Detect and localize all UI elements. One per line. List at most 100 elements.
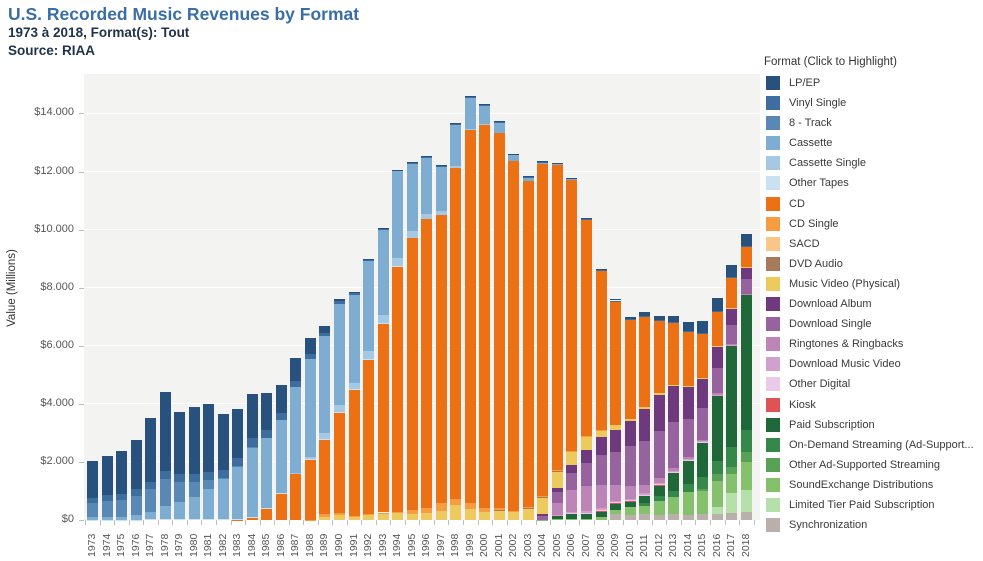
bar-segment-2018-download-album[interactable] bbox=[740, 267, 752, 280]
bar-segment-2006-download-music-video[interactable] bbox=[566, 512, 578, 513]
bar-segment-1994-cd-single[interactable] bbox=[392, 511, 404, 514]
bar-segment-1996-cassette[interactable] bbox=[421, 158, 433, 214]
bar-segment-2009-music-video-physical[interactable] bbox=[610, 425, 622, 430]
bar-segment-2003-lp-ep[interactable] bbox=[522, 176, 534, 177]
bar-segment-2004-vinyl-single[interactable] bbox=[537, 162, 549, 163]
bar-segment-2016-limited-tier-paid-subscription[interactable] bbox=[711, 507, 723, 514]
bar-segment-2002-lp-ep[interactable] bbox=[508, 153, 520, 155]
bar-segment-1983-cassette[interactable] bbox=[232, 466, 244, 520]
bar-segment-1996-vinyl-single[interactable] bbox=[421, 157, 433, 159]
bar-segment-1973-8-track[interactable] bbox=[87, 503, 98, 518]
bar-segment-1993-music-video-physical[interactable] bbox=[377, 513, 389, 520]
bar-segment-1974-vinyl-single[interactable] bbox=[101, 495, 113, 502]
bar-1999[interactable] bbox=[464, 74, 476, 520]
bar-segment-1986-cassette[interactable] bbox=[275, 420, 287, 493]
bar-segment-2010-cd[interactable] bbox=[624, 320, 636, 419]
legend-item-cassette-single[interactable]: Cassette Single bbox=[766, 156, 981, 171]
bar-1996[interactable] bbox=[421, 74, 433, 520]
bar-segment-2018-soundexchange-distributions[interactable] bbox=[740, 462, 752, 491]
bar-segment-1990-cd-single[interactable] bbox=[334, 512, 345, 516]
bar-segment-2006-download-album[interactable] bbox=[566, 464, 578, 473]
bar-segment-2012-soundexchange-distributions[interactable] bbox=[653, 501, 665, 515]
bar-segment-1977-lp-ep[interactable] bbox=[145, 417, 157, 482]
bar-segment-2011-cd[interactable] bbox=[639, 316, 651, 407]
bar-segment-2001-lp-ep[interactable] bbox=[493, 120, 505, 122]
bar-segment-1977-vinyl-single[interactable] bbox=[145, 481, 157, 489]
bar-segment-2004-sacd[interactable] bbox=[537, 496, 549, 497]
bar-segment-1990-vinyl-single[interactable] bbox=[334, 301, 345, 304]
bar-2000[interactable] bbox=[479, 74, 491, 520]
legend-item-download-music-video[interactable]: Download Music Video bbox=[766, 357, 981, 372]
bar-segment-2009-cd[interactable] bbox=[610, 301, 622, 426]
bar-segment-2007-download-music-video[interactable] bbox=[581, 511, 593, 513]
bar-segment-1980-cassette[interactable] bbox=[188, 496, 200, 520]
bar-1985[interactable] bbox=[261, 74, 273, 520]
bar-segment-1983-lp-ep[interactable] bbox=[232, 408, 244, 458]
bar-segment-2017-limited-tier-paid-subscription[interactable] bbox=[726, 493, 738, 514]
bar-segment-2018-cd[interactable] bbox=[740, 247, 752, 268]
bar-segment-2013-soundexchange-distributions[interactable] bbox=[668, 497, 680, 515]
legend-item-lp-ep[interactable]: LP/EP bbox=[766, 76, 981, 90]
bar-segment-2013-music-video-physical[interactable] bbox=[668, 385, 680, 387]
bar-segment-1988-lp-ep[interactable] bbox=[304, 338, 316, 354]
bar-segment-2012-download-music-video[interactable] bbox=[653, 482, 665, 484]
bar-segment-1975-lp-ep[interactable] bbox=[116, 450, 128, 494]
bar-segment-1976-8-track[interactable] bbox=[130, 495, 142, 516]
bar-segment-2004-cassette[interactable] bbox=[537, 162, 549, 164]
bar-segment-2015-ringtones-ringbacks[interactable] bbox=[697, 439, 709, 442]
bar-segment-2008-download-album[interactable] bbox=[595, 436, 607, 456]
bar-segment-1989-cassette-single[interactable] bbox=[319, 433, 331, 439]
bar-segment-2018-vinyl-single[interactable] bbox=[740, 246, 752, 248]
bar-segment-1980-8-track[interactable] bbox=[188, 481, 200, 497]
bar-1982[interactable] bbox=[217, 74, 229, 520]
bar-segment-2018-synchronization[interactable] bbox=[740, 511, 752, 520]
bar-segment-2016-music-video-physical[interactable] bbox=[711, 345, 723, 347]
bar-segment-1991-vinyl-single[interactable] bbox=[348, 293, 360, 296]
bar-segment-1985-cd[interactable] bbox=[261, 508, 273, 520]
bar-segment-2012-paid-subscription[interactable] bbox=[653, 484, 665, 497]
legend-item-cd-single[interactable]: CD Single bbox=[766, 216, 981, 231]
bar-segment-1976-lp-ep[interactable] bbox=[130, 440, 142, 489]
bar-segment-2018-lp-ep[interactable] bbox=[740, 234, 752, 247]
bar-segment-2000-cassette[interactable] bbox=[479, 105, 491, 124]
legend-item-dvd-audio[interactable]: DVD Audio bbox=[766, 256, 981, 271]
bar-segment-2015-other-ad-supported-streaming[interactable] bbox=[697, 488, 709, 491]
bar-segment-2005-paid-subscription[interactable] bbox=[551, 515, 563, 520]
legend-item-kiosk[interactable]: Kiosk bbox=[766, 397, 981, 412]
bar-segment-2017-cd[interactable] bbox=[726, 277, 738, 309]
bar-segment-2005-ringtones-ringbacks[interactable] bbox=[551, 502, 563, 515]
legend-item-download-album[interactable]: Download Album bbox=[766, 297, 981, 312]
bar-segment-2011-ringtones-ringbacks[interactable] bbox=[639, 485, 651, 494]
bar-segment-2007-paid-subscription[interactable] bbox=[581, 513, 593, 519]
bar-segment-2017-paid-subscription[interactable] bbox=[726, 345, 738, 448]
bar-segment-1981-8-track[interactable] bbox=[203, 479, 215, 489]
bar-2018[interactable] bbox=[740, 74, 752, 520]
bar-segment-1987-vinyl-single[interactable] bbox=[290, 381, 302, 388]
bar-segment-2003-music-video-physical[interactable] bbox=[522, 508, 534, 520]
bar-segment-2017-on-demand-streaming-ad-supported[interactable] bbox=[726, 447, 738, 467]
bar-segment-2009-paid-subscription[interactable] bbox=[610, 503, 622, 510]
bar-segment-1975-cassette[interactable] bbox=[116, 516, 128, 520]
bar-segment-2007-music-video-physical[interactable] bbox=[581, 436, 593, 451]
bar-segment-2009-ringtones-ringbacks[interactable] bbox=[610, 485, 622, 502]
bar-segment-2002-music-video-physical[interactable] bbox=[508, 511, 520, 520]
bar-segment-2009-other-digital[interactable] bbox=[610, 502, 622, 504]
bar-segment-2004-music-video-physical[interactable] bbox=[537, 496, 549, 515]
bar-segment-1993-cassette-single[interactable] bbox=[377, 314, 389, 324]
bar-segment-1974-8-track[interactable] bbox=[101, 501, 113, 518]
bar-segment-2014-music-video-physical[interactable] bbox=[682, 385, 694, 387]
bar-2010[interactable] bbox=[624, 74, 636, 520]
bar-segment-2010-paid-subscription[interactable] bbox=[624, 501, 636, 508]
bar-segment-2014-ringtones-ringbacks[interactable] bbox=[682, 457, 694, 460]
bar-segment-2010-download-album[interactable] bbox=[624, 420, 636, 447]
bar-segment-1979-cassette[interactable] bbox=[174, 501, 186, 520]
bar-segment-2009-lp-ep[interactable] bbox=[610, 298, 622, 301]
bar-segment-2012-lp-ep[interactable] bbox=[653, 315, 665, 321]
bar-segment-1996-cassette-single[interactable] bbox=[421, 213, 433, 220]
bar-segment-2005-soundexchange-distributions[interactable] bbox=[551, 519, 563, 520]
bar-segment-1981-cassette[interactable] bbox=[203, 488, 215, 520]
bar-segment-2017-vinyl-single[interactable] bbox=[726, 276, 738, 278]
bar-segment-2010-other-digital[interactable] bbox=[624, 500, 636, 501]
bar-segment-1994-lp-ep[interactable] bbox=[392, 169, 404, 171]
bar-segment-1997-lp-ep[interactable] bbox=[435, 164, 447, 166]
